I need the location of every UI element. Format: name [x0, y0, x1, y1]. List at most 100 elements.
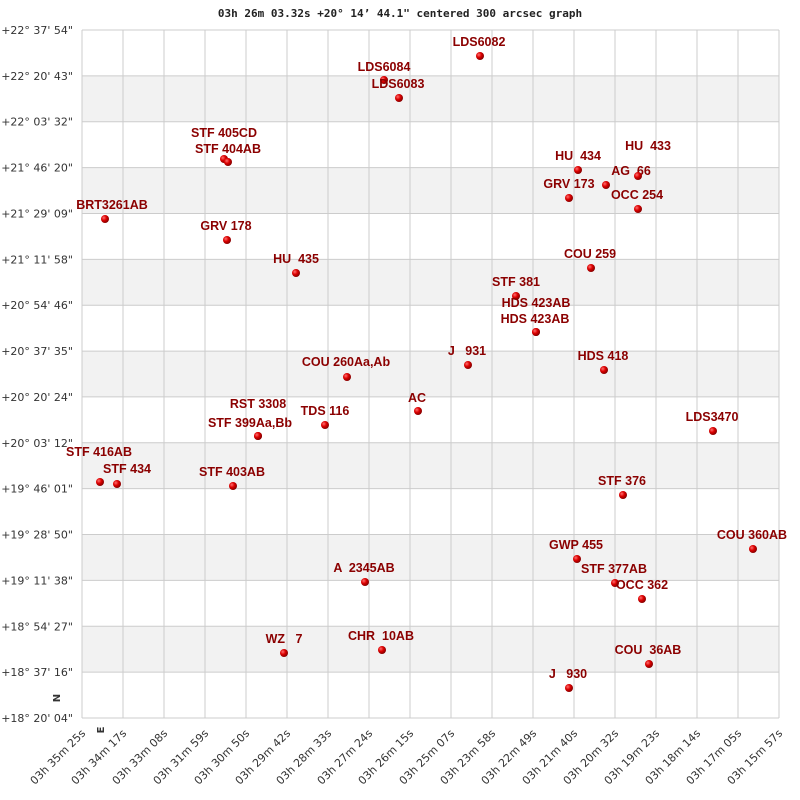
star-marker[interactable]: [565, 684, 573, 692]
star-point[interactable]: LDS3470: [686, 410, 739, 435]
star-point[interactable]: COU 260Aa,Ab: [302, 355, 391, 381]
y-tick-label: +22° 20' 43": [1, 70, 73, 83]
star-label: HDS 418: [578, 349, 629, 363]
star-marker[interactable]: [101, 215, 109, 223]
star-point[interactable]: OCC 254: [611, 188, 663, 213]
star-point[interactable]: LDS6084: [358, 60, 411, 84]
star-label: STF 405CD: [191, 126, 257, 140]
star-point[interactable]: J 930: [549, 667, 587, 692]
star-marker[interactable]: [645, 660, 653, 668]
star-point[interactable]: HU 434: [555, 149, 601, 174]
y-tick-label: +18° 20' 04": [1, 712, 73, 725]
star-point[interactable]: COU 360AB: [717, 528, 787, 553]
star-point[interactable]: HU 435: [273, 252, 319, 277]
star-marker[interactable]: [361, 578, 369, 586]
star-marker[interactable]: [600, 366, 608, 374]
star-marker[interactable]: [280, 649, 288, 657]
star-point[interactable]: STF 377AB: [581, 562, 647, 587]
y-tick-label: +22° 03' 32": [1, 116, 73, 129]
star-label: COU 260Aa,Ab: [302, 355, 391, 369]
star-point[interactable]: J 931: [448, 344, 486, 369]
star-point[interactable]: STF 399Aa,Bb: [208, 416, 292, 440]
star-marker[interactable]: [321, 421, 329, 429]
star-label: TDS 116: [301, 404, 350, 418]
star-point[interactable]: STF 403AB: [199, 465, 265, 490]
star-marker[interactable]: [565, 194, 573, 202]
star-marker[interactable]: [573, 555, 581, 563]
star-label: HDS 423AB: [502, 296, 571, 310]
y-tick-label: +21° 11' 58": [1, 253, 73, 266]
star-marker[interactable]: [634, 172, 642, 180]
star-marker[interactable]: [638, 595, 646, 603]
star-marker[interactable]: [380, 76, 388, 84]
star-marker[interactable]: [224, 158, 232, 166]
star-marker[interactable]: [634, 205, 642, 213]
star-point[interactable]: GWP 455: [549, 538, 603, 563]
star-marker[interactable]: [223, 236, 231, 244]
y-tick-label: +20° 37' 35": [1, 345, 73, 358]
star-label: AG 66: [611, 164, 651, 178]
star-marker[interactable]: [229, 482, 237, 490]
star-point[interactable]: COU 36AB: [615, 643, 682, 668]
star-label: HU 434: [555, 149, 601, 163]
star-point[interactable]: STF 404AB: [195, 142, 261, 166]
star-point[interactable]: STF 376: [598, 474, 646, 499]
star-point[interactable]: LDS6083: [372, 77, 425, 102]
star-marker[interactable]: [512, 292, 520, 300]
chart-title: 03h 26m 03.32s +20° 14’ 44.1" centered 3…: [218, 7, 582, 20]
star-point[interactable]: WZ 7: [266, 632, 303, 657]
star-point[interactable]: OCC 362: [616, 578, 668, 603]
grid-band: [82, 442, 779, 489]
star-point[interactable]: LDS6082: [453, 35, 506, 60]
star-label: STF 434: [103, 462, 151, 476]
star-marker[interactable]: [292, 269, 300, 277]
star-marker[interactable]: [343, 373, 351, 381]
star-marker[interactable]: [476, 52, 484, 60]
star-label: RST 3308: [230, 397, 286, 411]
star-label: STF 377AB: [581, 562, 647, 576]
star-label: STF 376: [598, 474, 646, 488]
star-marker[interactable]: [113, 480, 121, 488]
star-marker[interactable]: [611, 579, 619, 587]
star-point[interactable]: GRV 178: [200, 219, 252, 244]
star-marker[interactable]: [749, 545, 757, 553]
star-label: LDS6083: [372, 77, 425, 91]
y-tick-label: +19° 28' 50": [1, 529, 73, 542]
star-marker[interactable]: [464, 361, 472, 369]
star-label: COU 36AB: [615, 643, 682, 657]
star-point[interactable]: TDS 116: [301, 404, 350, 429]
star-marker[interactable]: [395, 94, 403, 102]
star-marker[interactable]: [378, 646, 386, 654]
star-point[interactable]: STF 381: [492, 275, 540, 300]
y-tick-label: +18° 54' 27": [1, 620, 73, 633]
star-label: STF 416AB: [66, 445, 132, 459]
star-marker[interactable]: [587, 264, 595, 272]
star-point[interactable]: CHR 10AB: [348, 629, 414, 654]
star-marker[interactable]: [254, 432, 262, 440]
grid-band: [82, 534, 779, 581]
y-tick-label: +18° 37' 16": [1, 666, 73, 679]
star-point[interactable]: BRT3261AB: [76, 198, 148, 223]
star-point[interactable]: HU 433: [625, 139, 671, 180]
star-point[interactable]: HDS 423AB: [502, 296, 571, 336]
star-marker[interactable]: [709, 427, 717, 435]
star-point[interactable]: STF 416AB: [66, 445, 132, 486]
star-marker[interactable]: [414, 407, 422, 415]
star-point[interactable]: STF 434: [103, 462, 151, 488]
star-label: COU 360AB: [717, 528, 787, 542]
star-marker[interactable]: [96, 478, 104, 486]
star-point[interactable]: AC: [408, 391, 426, 415]
star-label: GWP 455: [549, 538, 603, 552]
y-tick-label: +19° 46' 01": [1, 483, 73, 496]
star-marker[interactable]: [532, 328, 540, 336]
star-marker[interactable]: [619, 491, 627, 499]
star-point[interactable]: COU 259: [564, 247, 616, 272]
star-label: AC: [408, 391, 426, 405]
star-point[interactable]: GRV 173: [543, 177, 595, 202]
east-indicator: E: [96, 726, 107, 733]
star-marker[interactable]: [574, 166, 582, 174]
star-marker[interactable]: [602, 181, 610, 189]
star-point[interactable]: HDS 418: [578, 349, 629, 374]
star-point[interactable]: A 2345AB: [333, 561, 395, 586]
